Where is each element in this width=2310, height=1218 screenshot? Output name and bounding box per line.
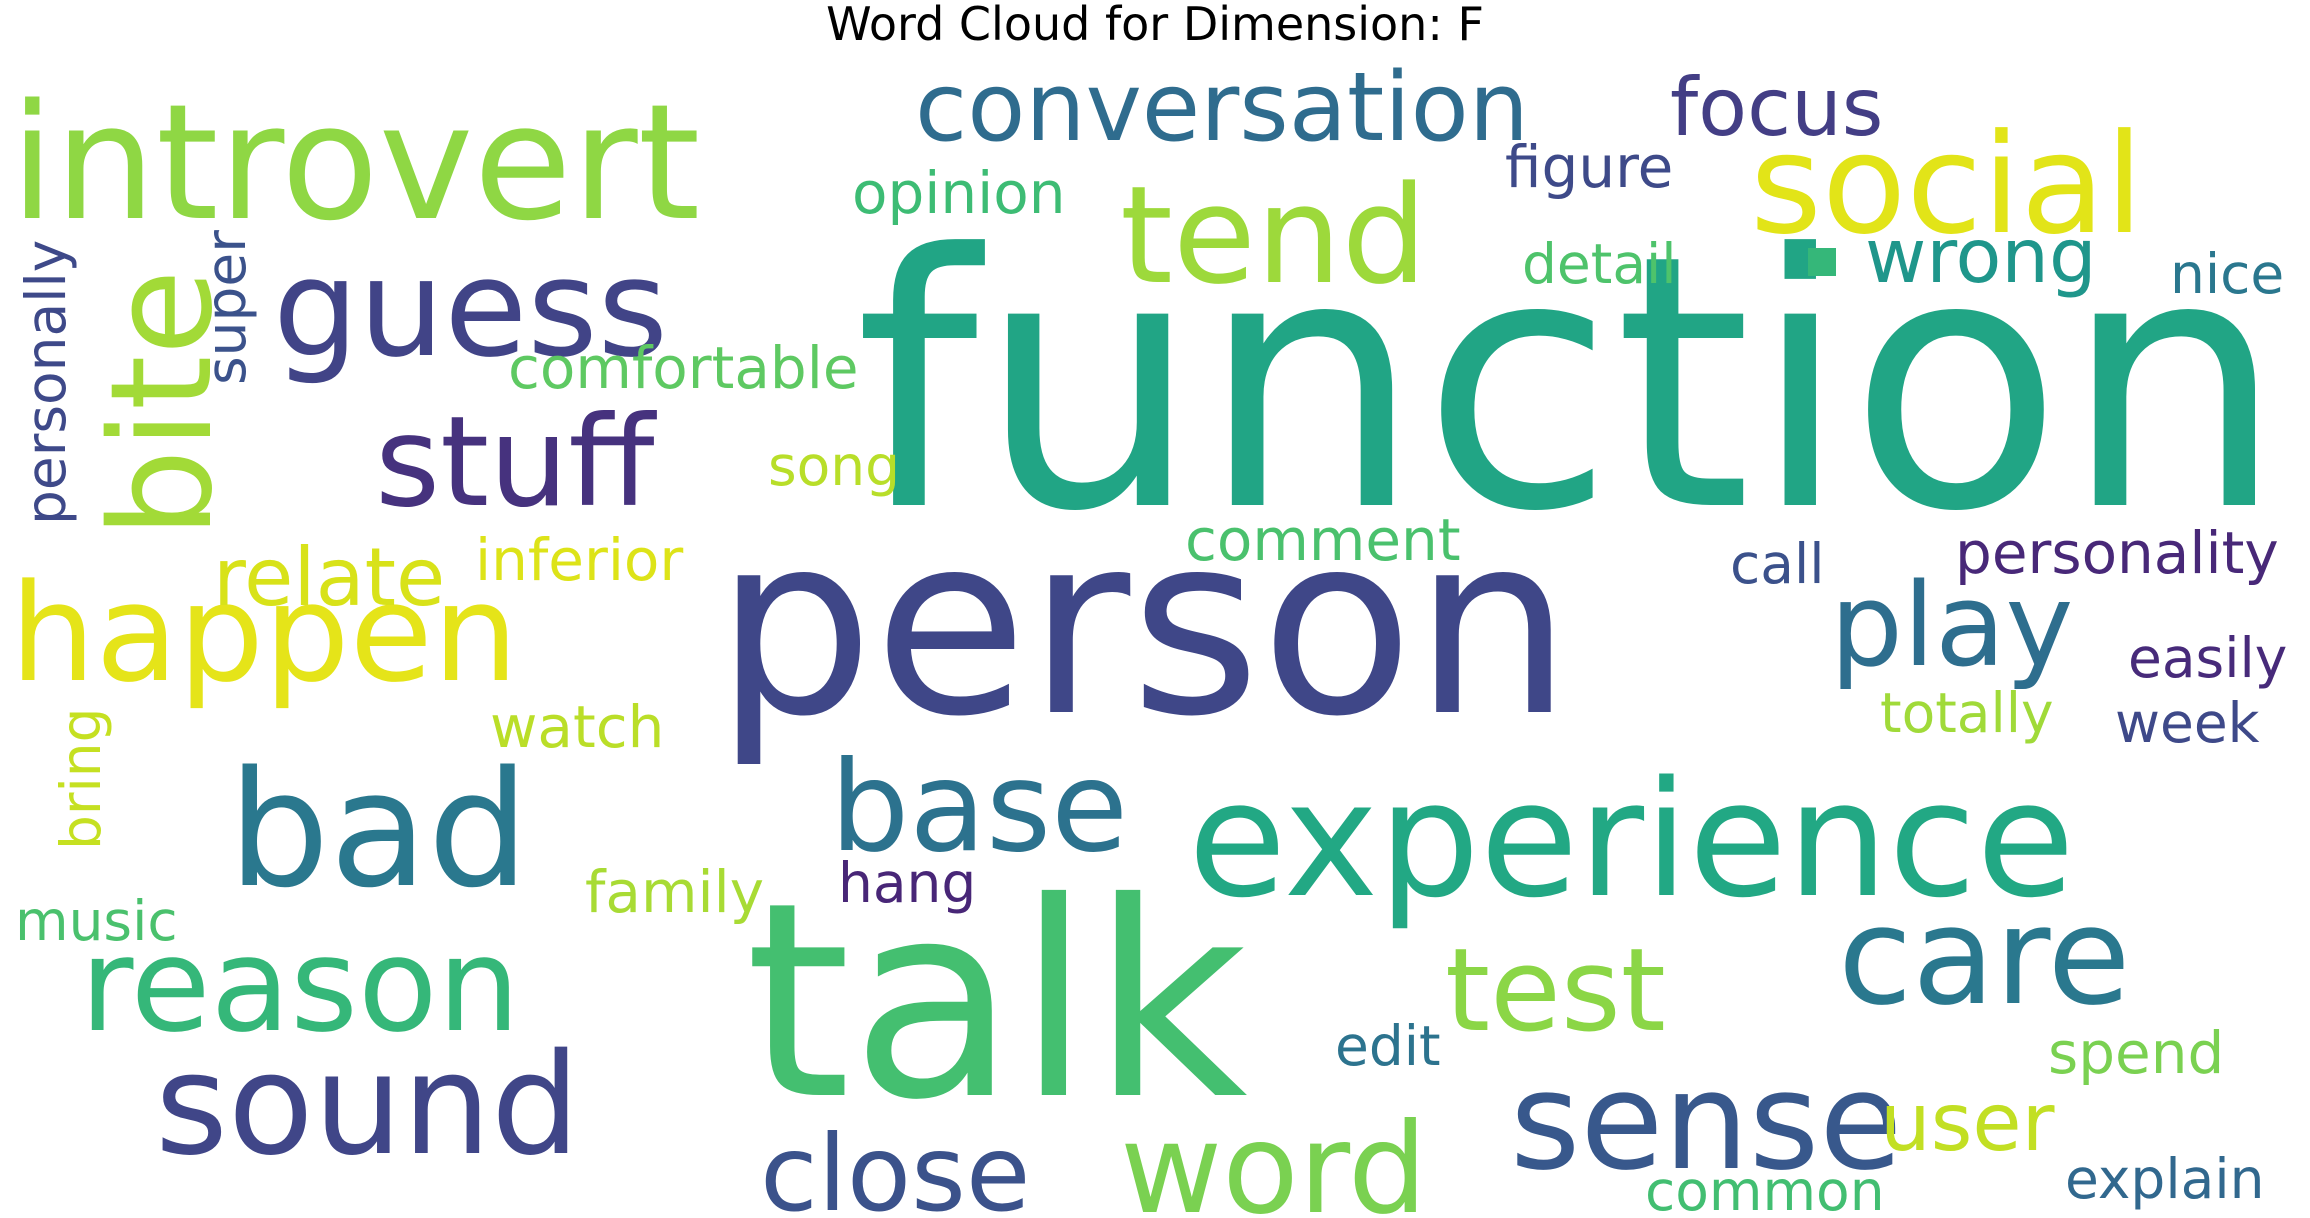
word-talk: talk [745, 844, 1248, 1159]
word-music: music [15, 889, 178, 953]
word-song: song [768, 434, 900, 498]
word-personally: personally [14, 240, 78, 525]
word-totally: totally [1880, 681, 2054, 745]
word-hang: hang [838, 851, 976, 915]
word-conversation: conversation [915, 53, 1529, 163]
word-personality: personality [1955, 519, 2279, 587]
word-stuff: stuff [375, 390, 657, 535]
decorative-square [1808, 248, 1836, 276]
word-care: care [1838, 878, 2131, 1035]
word-call: call [1730, 532, 1825, 596]
word-figure: figure [1505, 133, 1673, 201]
word-comfortable: comfortable [508, 334, 859, 402]
word-bring: bring [49, 707, 113, 850]
word-easily: easily [2128, 626, 2287, 690]
word-word: word [1120, 1097, 1427, 1218]
word-nice: nice [2170, 242, 2284, 306]
word-social: social [1750, 104, 2143, 265]
word-guess: guess [273, 230, 668, 387]
word-family: family [585, 858, 764, 926]
word-watch: watch [490, 693, 664, 761]
word-inferior: inferior [475, 526, 683, 594]
word-bite: bite [81, 269, 244, 538]
word-play: play [1830, 559, 2073, 693]
word-wrong: wrong [1865, 212, 2097, 300]
word-happen: happen [10, 555, 518, 712]
word-edit: edit [1335, 1014, 1441, 1078]
word-comment: comment [1185, 506, 1461, 574]
word-super: super [194, 230, 258, 385]
word-common: common [1645, 1159, 1885, 1218]
word-explain: explain [2065, 1147, 2264, 1211]
word-experience: experience [1188, 746, 2075, 933]
word-sound: sound [155, 1024, 580, 1187]
word-week: week [2115, 691, 2260, 755]
word-spend: spend [2048, 1019, 2224, 1087]
chart-title: Word Cloud for Dimension: F [826, 0, 1484, 51]
word-tend: tend [1120, 157, 1427, 314]
word-user: user [1880, 1076, 2055, 1169]
word-bad: bad [228, 736, 529, 923]
word-function: function [855, 180, 2285, 588]
word-sense: sense [1510, 1043, 1902, 1200]
word-reason: reason [80, 909, 520, 1061]
word-opinion: opinion [852, 159, 1066, 227]
word-base: base [830, 735, 1128, 880]
word-focus: focus [1670, 61, 1883, 154]
word-detail: detail [1522, 232, 1677, 296]
word-test: test [1445, 924, 1666, 1058]
word-introvert: introvert [10, 69, 700, 256]
word-person: person [715, 480, 1572, 771]
word-relate: relate [213, 531, 445, 624]
word-close: close [760, 1113, 1030, 1218]
